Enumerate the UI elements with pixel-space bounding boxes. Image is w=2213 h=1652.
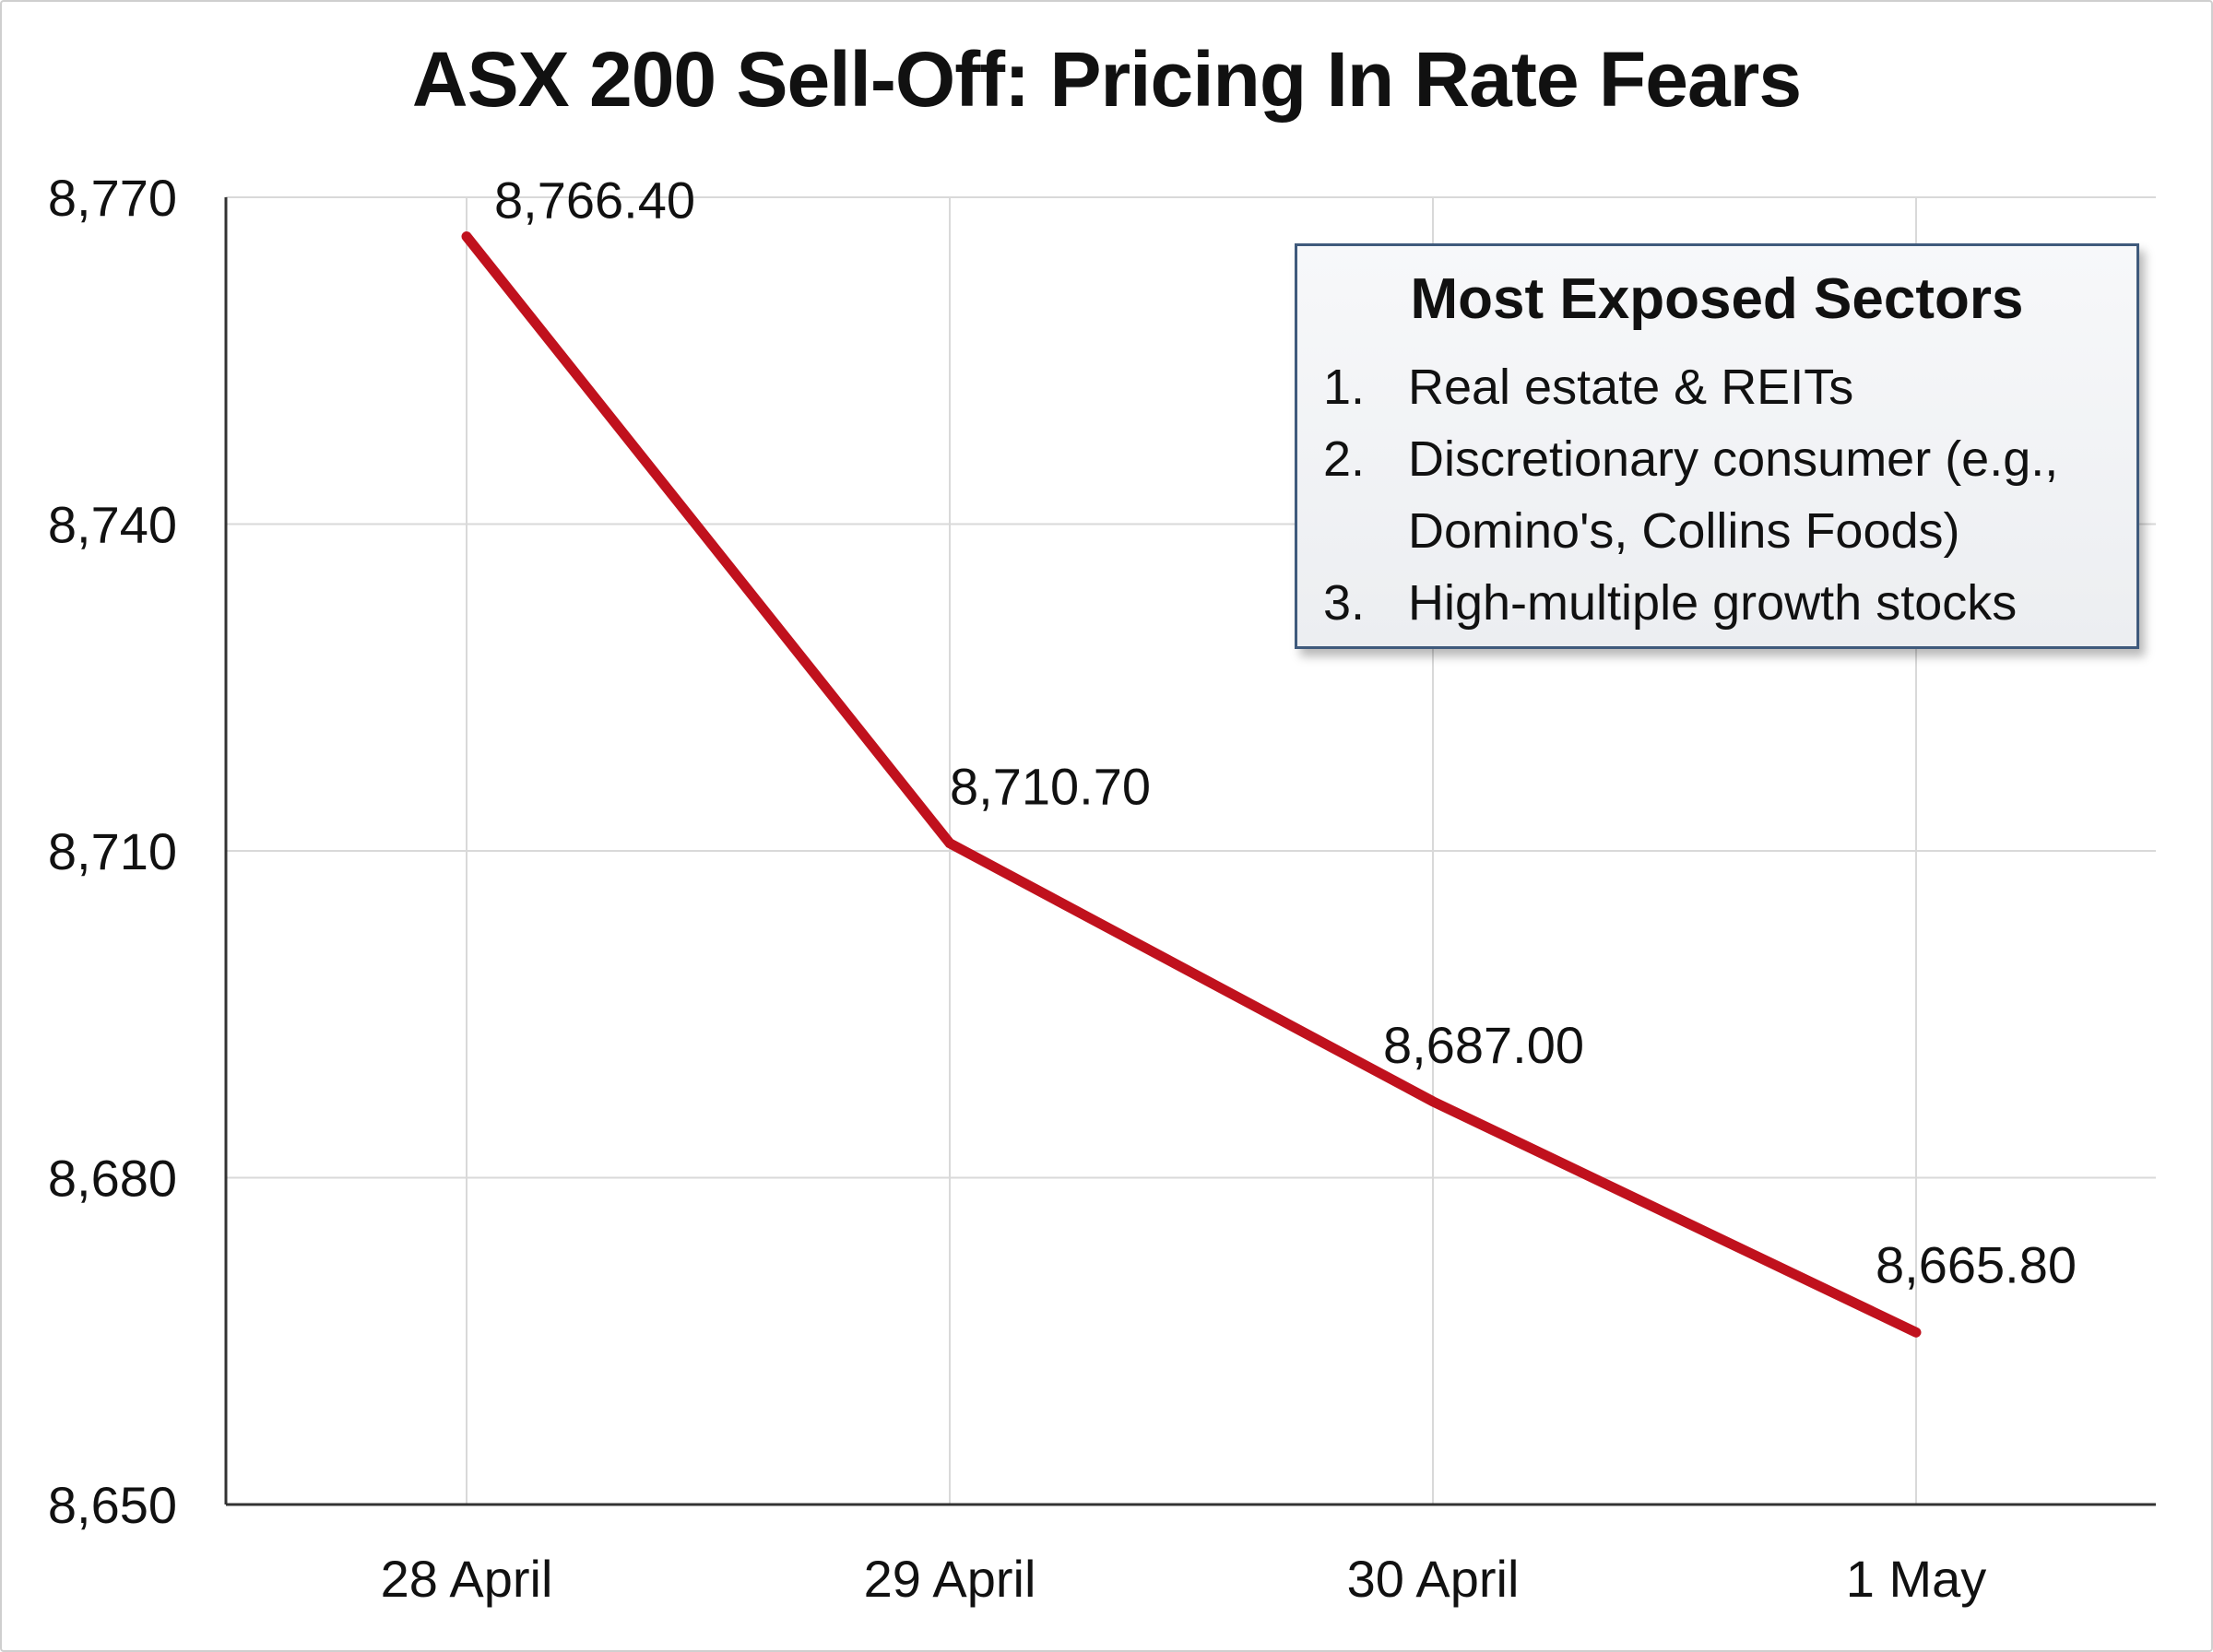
data-point: [1913, 1329, 1919, 1336]
x-tick-label: 28 April: [381, 1550, 553, 1608]
sector-item: 1. Real estate & REITs: [1323, 351, 2125, 423]
series-polyline: [461, 231, 1922, 1338]
sector-item-text: Discretionary consumer (e.g., Domino's, …: [1408, 431, 2059, 559]
y-tick-label: 8,710: [48, 822, 177, 880]
sector-item-text: High-multiple growth stocks: [1408, 575, 2018, 631]
data-label: 8,687.00: [1383, 1016, 1584, 1074]
series-line: [461, 231, 1922, 1338]
x-tick-label: 30 April: [1347, 1550, 1520, 1608]
sectors-box-title: Most Exposed Sectors: [1410, 267, 2024, 331]
sector-item: 2. Discretionary consumer (e.g., Domino'…: [1323, 423, 2125, 567]
axes: [224, 197, 2156, 1506]
y-axis-tick-labels: 8,650 8,680 8,710 8,740 8,770: [48, 169, 177, 1534]
y-tick-label: 8,650: [48, 1476, 177, 1534]
y-tick-label: 8,740: [48, 496, 177, 554]
data-point: [947, 840, 953, 846]
x-axis-tick-labels: 28 April 29 April 30 April 1 May: [381, 1550, 1987, 1608]
gridlines: [226, 196, 2156, 1504]
data-point: [1430, 1098, 1436, 1104]
x-tick-label: 29 April: [864, 1550, 1036, 1608]
data-labels: 8,766.40 8,710.70 8,687.00 8,665.80: [494, 171, 2077, 1294]
sectors-annotation-box: Most Exposed Sectors 1. Real estate & RE…: [1295, 243, 2139, 649]
sector-item-number: 1.: [1323, 360, 1366, 415]
y-tick-label: 8,770: [48, 169, 177, 227]
data-point: [464, 233, 469, 240]
data-label: 8,766.40: [494, 171, 695, 230]
chart-title: ASX 200 Sell-Off: Pricing In Rate Fears: [411, 36, 1802, 123]
y-tick-label: 8,680: [48, 1150, 177, 1208]
sector-item-number: 3.: [1323, 575, 1366, 631]
sectors-list: 1. Real estate & REITs 2. Discretionary …: [1323, 351, 2125, 639]
sector-item-text: Real estate & REITs: [1408, 360, 1854, 415]
sector-item-number: 2.: [1323, 431, 1366, 487]
sector-item: 3. High-multiple growth stocks: [1323, 567, 2125, 639]
data-label: 8,710.70: [950, 758, 1151, 816]
data-label: 8,665.80: [1876, 1235, 2077, 1293]
x-tick-label: 1 May: [1846, 1550, 1987, 1608]
